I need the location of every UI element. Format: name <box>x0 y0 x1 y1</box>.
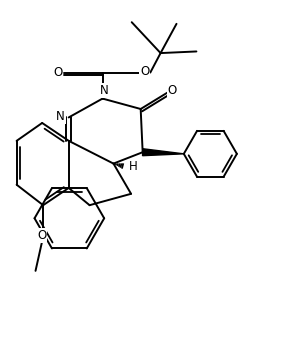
Text: O: O <box>37 229 46 242</box>
Text: H: H <box>129 160 137 173</box>
Text: O: O <box>168 84 177 97</box>
Text: O: O <box>140 65 149 78</box>
Text: O: O <box>53 66 62 79</box>
Text: N: N <box>56 110 65 123</box>
Polygon shape <box>142 149 184 156</box>
Text: N: N <box>100 84 109 97</box>
